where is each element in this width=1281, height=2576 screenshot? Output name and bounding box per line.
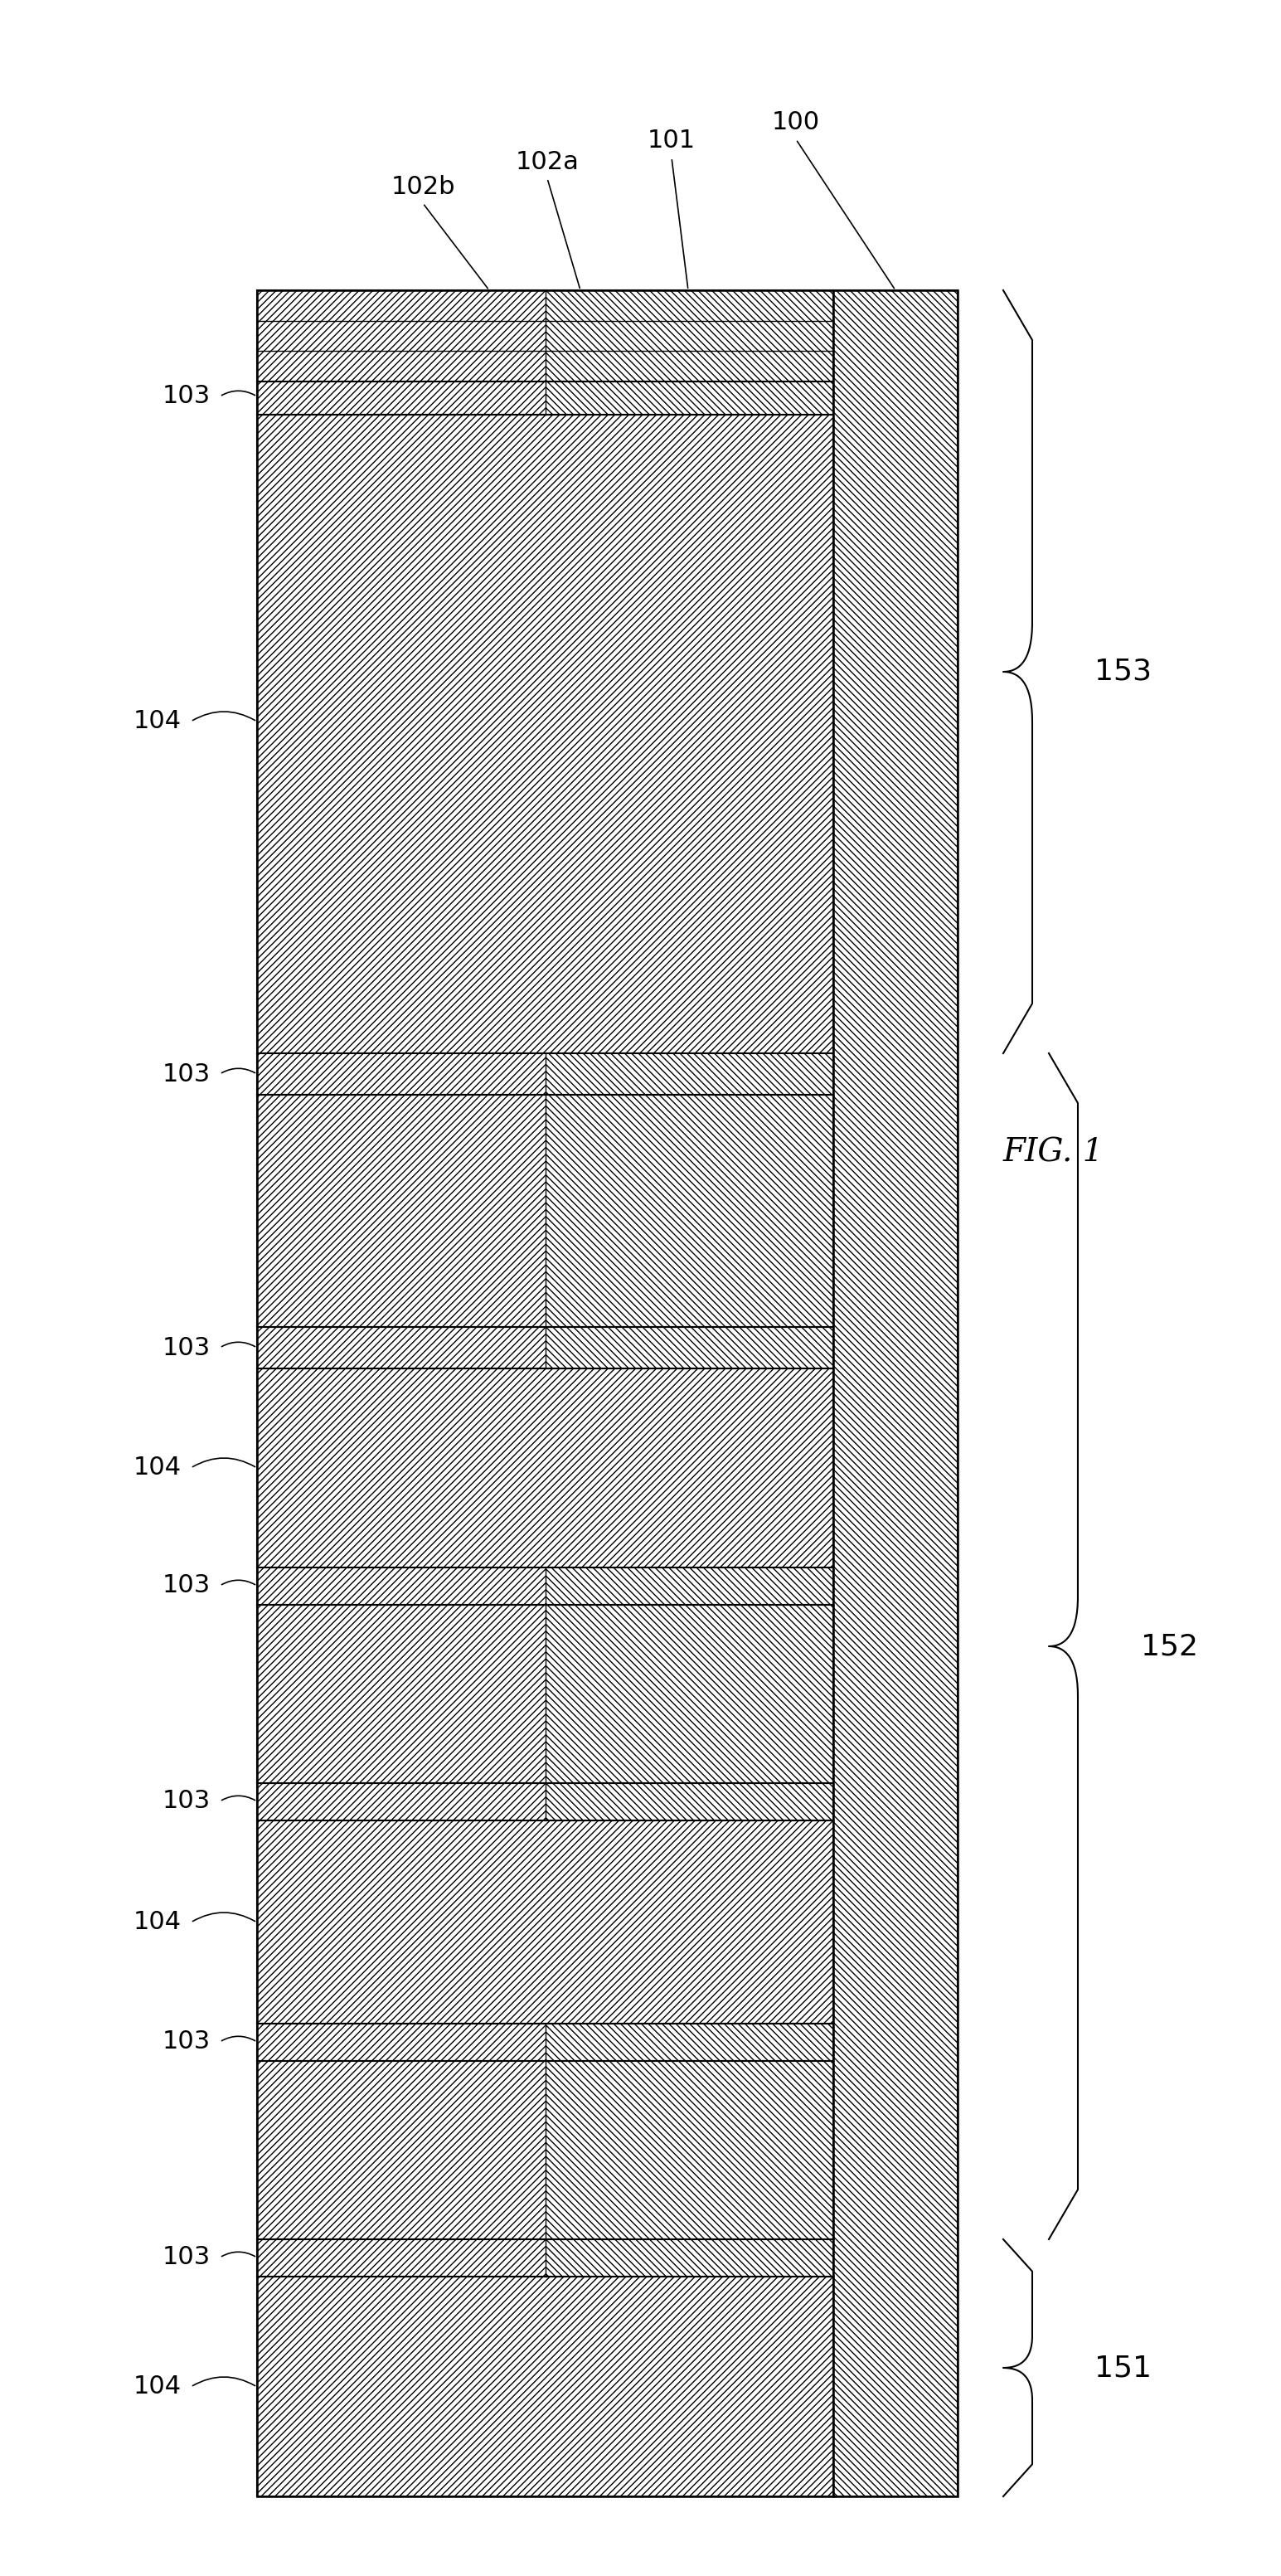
Bar xyxy=(546,1054,833,1095)
Text: 152: 152 xyxy=(1140,1633,1198,1662)
Bar xyxy=(257,1566,546,1605)
Text: 104: 104 xyxy=(133,1911,182,1935)
Bar xyxy=(257,291,546,381)
Bar xyxy=(546,1327,833,1368)
Bar xyxy=(257,1054,546,1095)
Text: 102a: 102a xyxy=(515,149,579,173)
Bar xyxy=(546,291,833,381)
Bar xyxy=(833,291,958,2496)
Bar xyxy=(257,1605,546,1783)
Text: FIG. 1: FIG. 1 xyxy=(1003,1139,1103,1167)
Bar xyxy=(257,291,833,381)
Text: 102b: 102b xyxy=(391,175,455,198)
Bar xyxy=(546,2239,833,2277)
Text: 101: 101 xyxy=(647,129,696,152)
Bar xyxy=(257,2239,546,2277)
Bar xyxy=(257,1327,546,1368)
Bar xyxy=(257,2025,833,2061)
Bar xyxy=(546,1783,833,1821)
Text: 103: 103 xyxy=(163,1574,210,1597)
Bar xyxy=(257,1783,546,1821)
Bar xyxy=(257,1605,833,1783)
Bar xyxy=(257,1095,833,1327)
Text: 104: 104 xyxy=(133,2375,182,2398)
Text: 151: 151 xyxy=(1095,2354,1152,2383)
Bar xyxy=(257,381,546,415)
Text: 103: 103 xyxy=(163,1790,210,1814)
Bar xyxy=(257,2061,546,2239)
Bar xyxy=(257,2277,833,2496)
Text: 103: 103 xyxy=(163,384,210,410)
Bar xyxy=(257,2061,833,2239)
Bar xyxy=(257,1054,833,1095)
Bar xyxy=(257,1368,833,1566)
Bar xyxy=(546,2025,833,2061)
Bar xyxy=(257,1783,833,1821)
Text: 103: 103 xyxy=(163,2030,210,2053)
Text: 100: 100 xyxy=(772,111,820,134)
Bar xyxy=(257,1566,833,1605)
Text: 103: 103 xyxy=(163,1061,210,1087)
Text: 104: 104 xyxy=(133,708,182,734)
Bar xyxy=(546,1095,833,1327)
Bar xyxy=(546,2061,833,2239)
Bar xyxy=(257,415,833,1054)
Text: 153: 153 xyxy=(1095,657,1152,685)
Bar xyxy=(257,1327,833,1368)
Bar xyxy=(546,381,833,415)
Bar xyxy=(257,1095,546,1327)
Bar xyxy=(257,2025,546,2061)
Bar xyxy=(257,291,958,2496)
Text: 103: 103 xyxy=(163,2246,210,2269)
Text: 104: 104 xyxy=(133,1455,182,1481)
Text: 103: 103 xyxy=(163,1337,210,1360)
Bar xyxy=(257,381,833,415)
Bar xyxy=(546,1605,833,1783)
Bar xyxy=(257,1821,833,2025)
Bar xyxy=(546,1566,833,1605)
Bar xyxy=(257,2239,833,2277)
